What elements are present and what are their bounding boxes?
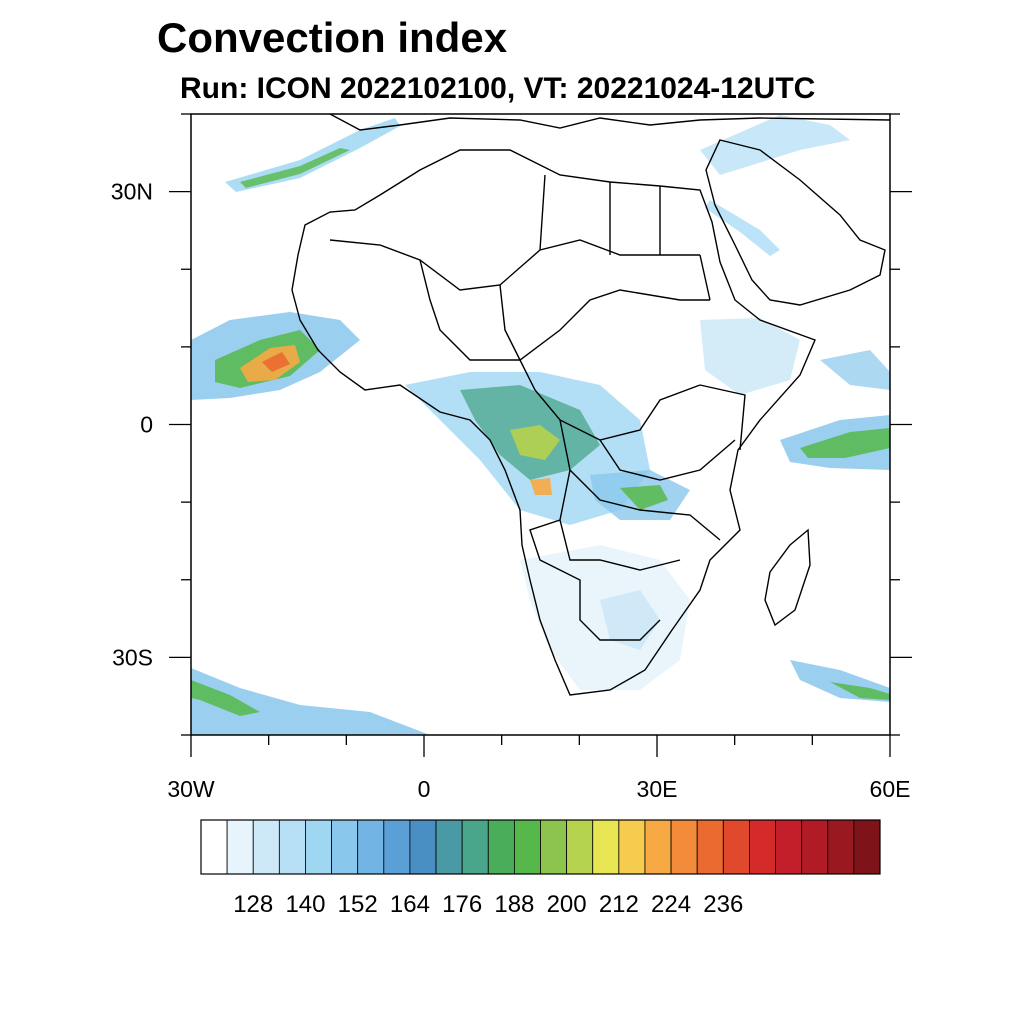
- colorbar-swatch: [278, 819, 306, 875]
- colorbar-swatch: [383, 819, 411, 875]
- colorbar-swatch: [749, 819, 776, 875]
- chart-subtitle: Run: ICON 2022102100, VT: 20221024-12UTC: [180, 72, 816, 105]
- colorbar-swatch: [305, 819, 332, 875]
- y-tick-label: 0: [140, 412, 153, 438]
- y-tick-label: 30S: [112, 644, 153, 670]
- coastlines: [291, 114, 890, 696]
- colorbar-swatch: [722, 819, 750, 875]
- colorbar-swatch: [409, 819, 437, 875]
- colorbar-swatch: [540, 819, 568, 875]
- colorbar-swatch: [827, 819, 855, 875]
- colorbar-swatch: [200, 819, 228, 875]
- colorbar-label: 140: [285, 891, 325, 918]
- colorbar-label: 200: [547, 891, 587, 918]
- colorbar-swatch: [513, 819, 541, 875]
- colorbar-swatch: [357, 819, 385, 875]
- colorbar-label: 212: [599, 891, 639, 918]
- convection-band-north-atlantic: [225, 118, 400, 192]
- colorbar-frame: [200, 819, 881, 875]
- colorbar-label: 164: [390, 891, 430, 918]
- colorbar-swatch: [801, 819, 829, 875]
- arabia-coastline: [705, 139, 886, 306]
- x-tick-label: 0: [418, 776, 431, 802]
- africa-coastline: [291, 149, 816, 696]
- axis-ticks: 30W 0 30E 60E 30N 0 30S: [111, 113, 912, 802]
- colorbar-swatch: [226, 819, 254, 875]
- colorbar-swatch: [853, 819, 881, 875]
- colorbar-label: 176: [442, 891, 482, 918]
- convection-field: [191, 115, 890, 735]
- colorbar-swatch: [252, 819, 280, 875]
- x-tick-label: 30W: [167, 776, 215, 802]
- chart-title: Convection index: [157, 14, 508, 61]
- colorbar-label: 224: [651, 891, 691, 918]
- x-tick-label: 30E: [637, 776, 678, 802]
- colorbar-label: 152: [338, 891, 378, 918]
- colorbar-swatch: [592, 819, 620, 875]
- colorbar-swatch: [670, 819, 698, 875]
- colorbar-label: 236: [703, 891, 743, 918]
- colorbar-swatch: [461, 819, 489, 875]
- colorbar-label: 188: [494, 891, 534, 918]
- madagascar-coastline: [764, 528, 811, 627]
- y-tick-label: 30N: [111, 179, 153, 205]
- colorbar: 128 140 152 164 176 188 200 212 224 236: [200, 819, 881, 918]
- x-tick-label: 60E: [870, 776, 911, 802]
- colorbar-swatch: [775, 819, 803, 875]
- convection-band-south-atlantic: [191, 668, 430, 735]
- colorbar-swatch: [618, 819, 646, 875]
- colorbar-swatch: [487, 819, 515, 875]
- colorbar-swatch: [331, 819, 359, 875]
- colorbar-swatch: [644, 819, 672, 875]
- colorbar-swatch: [566, 819, 594, 875]
- colorbar-label: 128: [233, 891, 273, 918]
- colorbar-swatch: [435, 819, 463, 875]
- colorbar-swatch: [696, 819, 724, 875]
